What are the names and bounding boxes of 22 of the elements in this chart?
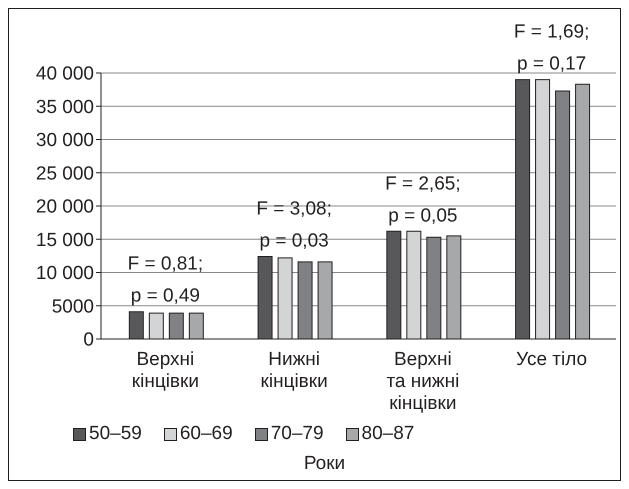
legend-label: 50–59 xyxy=(89,423,142,445)
y-tick-label: 40 000 xyxy=(36,64,94,85)
y-tick-label: 35 000 xyxy=(36,96,94,118)
annotation: F = 2,65; p = 0,05 xyxy=(385,173,461,226)
x-axis-title: Роки xyxy=(302,453,346,475)
y-tick-label: 30 000 xyxy=(36,130,94,152)
y-tick-label: 0 xyxy=(83,330,94,351)
annotation: F = 1,69; p = 0,17 xyxy=(514,22,590,75)
x-tick-label: Верхні та нижні кінцівки xyxy=(386,349,460,414)
annotation: F = 3,08; p = 0,03 xyxy=(256,198,332,252)
annotation: F = 0,81; p = 0,49 xyxy=(128,254,204,307)
legend-label: 80–87 xyxy=(362,423,414,445)
legend-label: 70–79 xyxy=(270,423,324,445)
y-tick-label: 10 000 xyxy=(36,263,94,284)
legend-label: 60–69 xyxy=(180,423,233,445)
y-tick-label: 15 000 xyxy=(36,230,94,251)
x-tick-label: Верхні кінцівки xyxy=(132,349,199,392)
y-tick-label: 5000 xyxy=(52,296,94,318)
x-tick-label: Усе тіло xyxy=(516,349,588,370)
x-tick-label: Нижні кінцівки xyxy=(260,349,328,392)
y-tick-label: 25 000 xyxy=(36,163,94,184)
y-tick-label: 20 000 xyxy=(36,196,94,218)
